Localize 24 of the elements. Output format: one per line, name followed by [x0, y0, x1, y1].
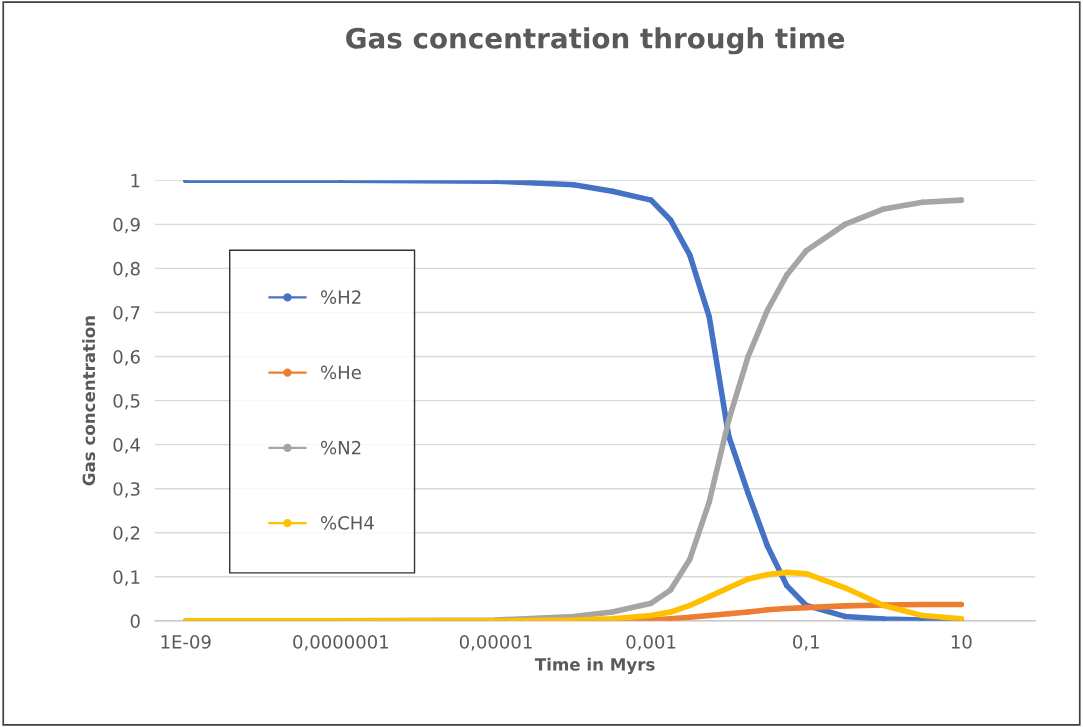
x-axis-title: Time in Myrs [534, 657, 655, 675]
legend-label: %He [320, 365, 361, 380]
y-tick-label: 0,3 [113, 482, 140, 498]
y-tick-label: 0,8 [113, 261, 140, 278]
x-tick-label: 0,0000001 [293, 635, 389, 651]
x-tick-label: 10 [951, 635, 972, 649]
y-tick-label: 0,2 [113, 526, 140, 542]
x-tick-label: 0,1 [793, 635, 819, 651]
x-tick-label: 1E-09 [161, 635, 211, 649]
y-tick-label: 0,4 [113, 438, 140, 454]
y-tick-label: 0,5 [113, 394, 140, 410]
chart-title: Gas concentration through time [346, 27, 845, 55]
y-tick-label: 0,9 [113, 217, 140, 234]
x-tick-label: 0,001 [626, 635, 676, 651]
legend-label: %CH4 [320, 516, 374, 530]
y-tick-label: 0,7 [113, 305, 140, 322]
y-axis-title: Gas concentration [82, 316, 96, 486]
x-tick-label: 0,00001 [459, 635, 532, 651]
y-tick-label: 0,6 [113, 349, 140, 366]
legend-label: %H2 [320, 290, 361, 304]
legend-label: %N2 [320, 440, 361, 455]
y-tick-label: 1 [131, 173, 140, 188]
y-tick-label: 0 [130, 614, 140, 628]
y-tick-label: 0,1 [113, 570, 140, 586]
